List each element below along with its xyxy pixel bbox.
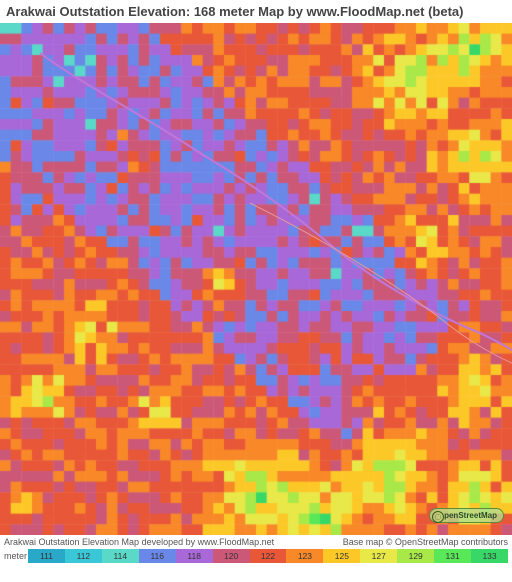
legend-cell: 120	[213, 549, 250, 563]
elevation-heatmap	[0, 23, 512, 535]
legend-cell: 114	[102, 549, 139, 563]
legend-cell: 133	[471, 549, 508, 563]
page-title: Arakwai Outstation Elevation: 168 meter …	[0, 0, 512, 23]
legend-cell: 116	[139, 549, 176, 563]
footer: Arakwai Outstation Elevation Map develop…	[0, 535, 512, 565]
legend-cell: 129	[397, 549, 434, 563]
credit-right: Base map © OpenStreetMap contributors	[343, 537, 508, 547]
osm-attribution-badge: penStreetMap	[429, 508, 504, 523]
legend-cell: 123	[286, 549, 323, 563]
legend-cell: 111	[28, 549, 65, 563]
legend-cell: 118	[176, 549, 213, 563]
legend-cell: 122	[250, 549, 287, 563]
legend-label: meter	[4, 551, 27, 561]
legend-cell: 131	[434, 549, 471, 563]
elevation-legend: meter 1111121141161181201221231251271291…	[4, 549, 508, 563]
elevation-map: penStreetMap	[0, 23, 512, 535]
credit-left: Arakwai Outstation Elevation Map develop…	[4, 537, 274, 547]
legend-cell: 112	[65, 549, 102, 563]
legend-cell: 125	[323, 549, 360, 563]
legend-cell: 127	[360, 549, 397, 563]
